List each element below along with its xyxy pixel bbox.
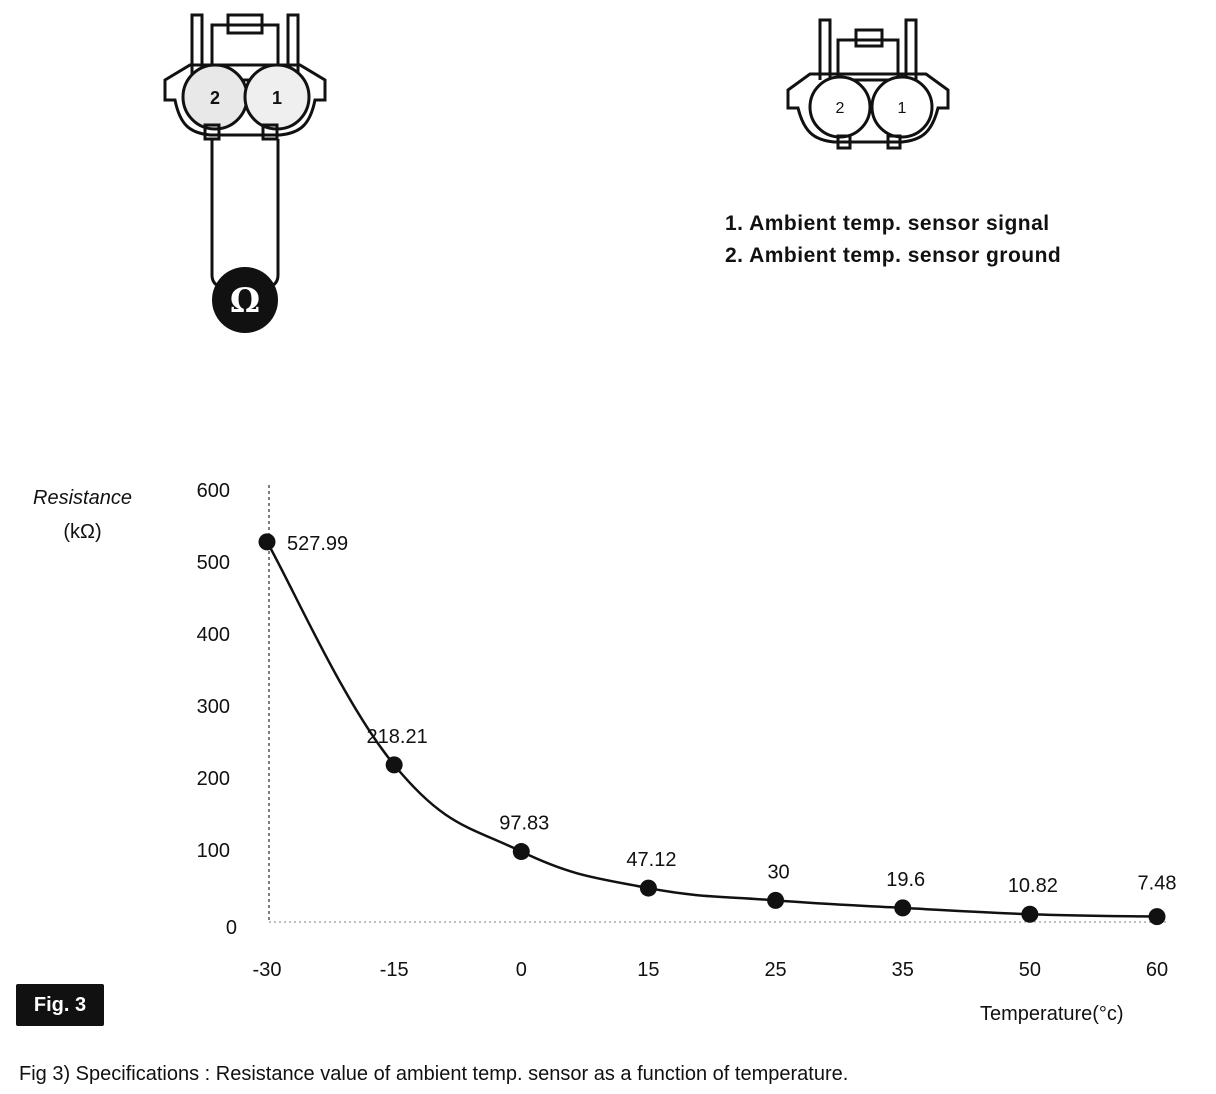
pin-legend-item-2: 2. Ambient temp. sensor ground [725, 244, 1062, 267]
y-tick-label: 100 [197, 840, 230, 862]
data-label: 218.21 [367, 726, 428, 748]
x-tick-label: 25 [764, 959, 786, 981]
x-tick-label: 50 [1019, 959, 1041, 981]
data-point [258, 533, 276, 551]
chart-curve [265, 541, 1158, 918]
pin-2-label: 2 [210, 88, 220, 108]
data-label: 30 [767, 861, 789, 883]
data-point [767, 891, 785, 909]
data-label: 47.12 [626, 849, 676, 871]
y-tick-label: 500 [197, 552, 230, 574]
chart-data-labels: 527.99 218.21 97.83 47.12 30 19.6 10.82 7.48 [287, 533, 1176, 897]
data-label: 97.83 [499, 813, 549, 835]
data-point [512, 843, 530, 861]
ohm-symbol: Ω [230, 281, 260, 321]
pin-legend: 1. Ambient temp. sensor signal 2. Ambien… [725, 208, 1061, 272]
x-axis-ticks: -30 -15 0 15 25 35 50 60 [253, 959, 1169, 981]
chart-axes [268, 485, 1167, 923]
y-tick-label: 600 [197, 480, 230, 502]
y-axis-ticks: 0 100 200 300 400 500 600 [197, 480, 237, 939]
connector-with-ohmmeter-diagram: 2 1 Ω [163, 13, 327, 333]
resistance-temperature-chart: 527.99 218.21 97.83 47.12 30 19.6 10.82 7.48 -3… [197, 480, 1177, 981]
x-tick-label: 35 [892, 959, 914, 981]
x-tick-label: 15 [637, 959, 659, 981]
data-point [1021, 905, 1039, 923]
figure-caption: Fig 3) Specifications : Resistance value… [19, 1063, 849, 1085]
chart-points [258, 533, 1166, 926]
data-label: 19.6 [886, 869, 925, 891]
y-tick-label: 400 [197, 624, 230, 646]
series-line [265, 541, 1158, 918]
pin-legend-item-1: 1. Ambient temp. sensor signal [725, 212, 1050, 235]
x-tick-label: -30 [253, 959, 282, 981]
x-axis-label: Temperature(°c) [980, 1003, 1124, 1025]
y-tick-label: 200 [197, 768, 230, 790]
y-axis-label-line-1: Resistance [33, 487, 132, 509]
data-point [639, 879, 657, 897]
connector-pinout-diagram: 2 1 [786, 18, 950, 150]
y-axis-label-line-2: (kΩ) [63, 521, 102, 543]
x-tick-label: -15 [380, 959, 409, 981]
y-axis-label: Resistance (kΩ) [10, 481, 155, 549]
ohmmeter-icon [212, 267, 278, 333]
data-label: 527.99 [287, 533, 348, 555]
data-point [1148, 908, 1166, 926]
figure-badge: Fig. 3 [16, 984, 104, 1026]
x-tick-label: 0 [516, 959, 527, 981]
pin-1-label: 1 [898, 100, 907, 117]
pin-1-label: 1 [272, 88, 282, 108]
y-tick-label: 300 [197, 696, 230, 718]
data-label: 10.82 [1008, 875, 1058, 897]
data-point [894, 899, 912, 917]
data-point [385, 756, 403, 774]
y-tick-label: 0 [226, 917, 237, 939]
x-tick-label: 60 [1146, 959, 1168, 981]
pin-2-label: 2 [836, 100, 845, 117]
data-label: 7.48 [1138, 873, 1177, 895]
